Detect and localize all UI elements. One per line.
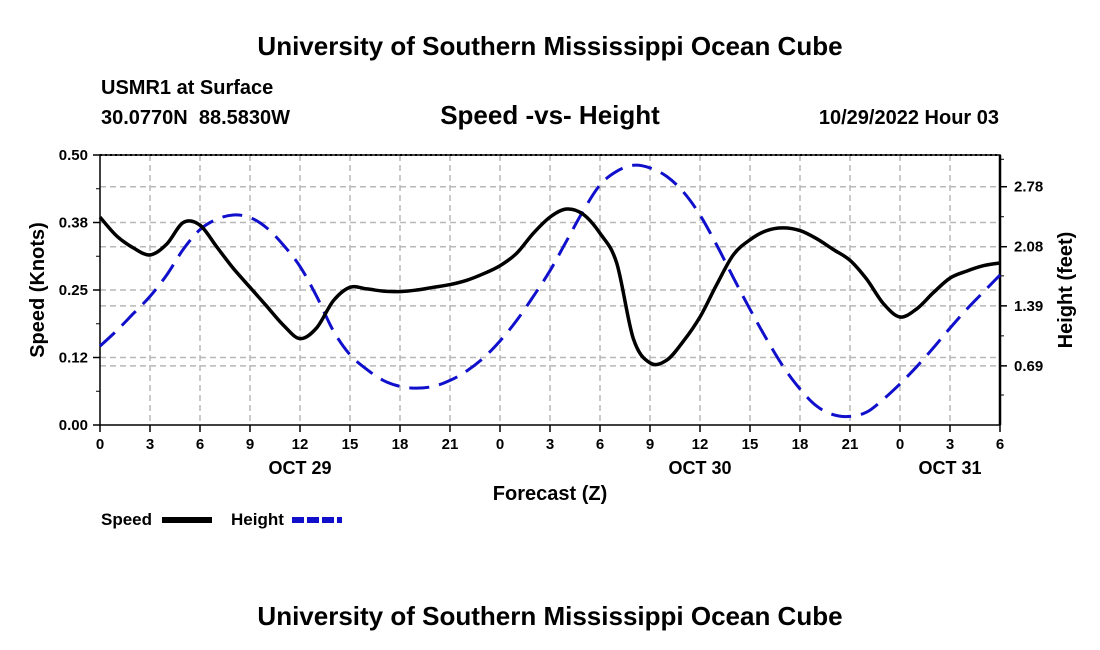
- legend-height-label: Height: [231, 510, 284, 529]
- x-tick-label: 3: [146, 436, 154, 453]
- x-tick-label: 6: [196, 436, 204, 453]
- speed-series-line: [98, 207, 1001, 367]
- x-tick-label: 9: [246, 436, 254, 453]
- y-right-tick-label: 0.69: [1014, 358, 1043, 375]
- datetime-label: 10/29/2022 Hour 03: [819, 107, 999, 129]
- x-tick-label: 6: [596, 436, 604, 453]
- y-right-tick-label: 1.39: [1014, 298, 1043, 315]
- x-tick-label: 0: [896, 436, 904, 453]
- x-tick-label: 0: [496, 436, 504, 453]
- x-tick-label: 3: [946, 436, 954, 453]
- x-axis-label: Forecast (Z): [493, 483, 607, 505]
- footer-title: University of Southern Mississippi Ocean…: [257, 601, 842, 631]
- x-tick-label: 12: [692, 436, 709, 453]
- date-label: OCT 30: [668, 458, 731, 478]
- y-left-tick-label: 0.38: [59, 215, 88, 232]
- legend-speed-label: Speed: [101, 510, 152, 529]
- x-tick-label: 3: [546, 436, 554, 453]
- grid: [100, 155, 1000, 425]
- x-tick-label: 6: [996, 436, 1004, 453]
- y-left-tick-label: 0.50: [59, 147, 88, 164]
- station-label: USMR1 at Surface: [101, 77, 273, 99]
- x-tick-label: 15: [342, 436, 359, 453]
- y-left-tick-label: 0.00: [59, 417, 88, 434]
- y-axis-ticks: 0.00 0.12 0.25 0.38 0.50 0.69 1.39 2.08 2.78: [59, 147, 1043, 434]
- height-series-line: [99, 163, 1002, 419]
- x-tick-label: 12: [292, 436, 309, 453]
- y-left-tick-label: 0.25: [59, 282, 88, 299]
- y2-axis-label: Height (feet): [1055, 232, 1077, 349]
- y-right-tick-label: 2.78: [1014, 179, 1043, 196]
- x-axis-ticks: 0 3 6 9 12 15 18 21 0 3 6 9 12 15 18 21 0 3 6 OCT 29 OCT 30 O…: [96, 425, 1004, 478]
- y-left-tick-label: 0.12: [59, 350, 88, 367]
- coordinates-label: 30.0770N 88.5830W: [101, 107, 290, 129]
- x-tick-label: 15: [742, 436, 759, 453]
- y-right-tick-label: 2.08: [1014, 239, 1043, 256]
- x-tick-label: 9: [646, 436, 654, 453]
- date-label: OCT 29: [268, 458, 331, 478]
- x-tick-label: 21: [442, 436, 459, 453]
- x-tick-label: 18: [792, 436, 809, 453]
- y-axis-label: Speed (Knots): [27, 222, 49, 358]
- date-label: OCT 31: [918, 458, 981, 478]
- x-tick-label: 18: [392, 436, 409, 453]
- chart-title: Speed -vs- Height: [440, 100, 660, 130]
- x-tick-label: 21: [842, 436, 859, 453]
- main-title: University of Southern Mississippi Ocean…: [257, 31, 842, 61]
- x-tick-label: 0: [96, 436, 104, 453]
